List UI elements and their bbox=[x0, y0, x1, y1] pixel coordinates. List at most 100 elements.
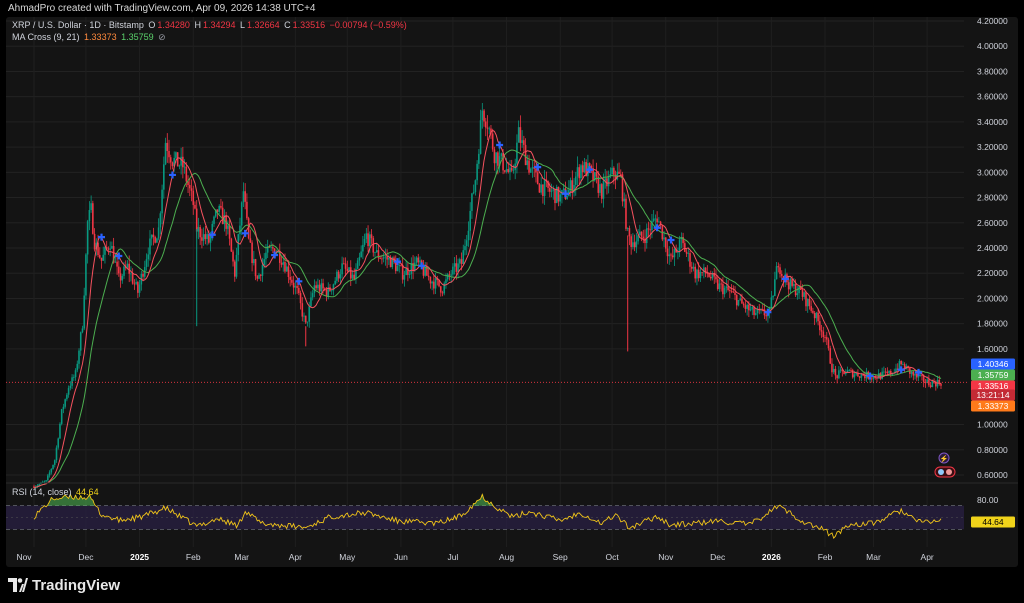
candle-body bbox=[718, 283, 721, 290]
candle-body bbox=[341, 263, 343, 275]
candle-body bbox=[507, 168, 510, 173]
candle-body bbox=[422, 267, 425, 276]
candle-body bbox=[841, 369, 844, 372]
candle-body bbox=[696, 269, 698, 279]
ma-legend[interactable]: MA Cross (9, 21) 1.33373 1.35759 ⊘ bbox=[12, 32, 168, 43]
rsi-title[interactable]: RSI (14, close) bbox=[12, 487, 72, 497]
price-tick-label: 2.20000 bbox=[977, 268, 1008, 278]
candle-body bbox=[794, 283, 797, 296]
candle-body bbox=[590, 166, 593, 169]
candle-body bbox=[190, 188, 193, 191]
candle-body bbox=[412, 263, 414, 271]
candle-body bbox=[64, 399, 66, 407]
ma-title[interactable]: MA Cross (9, 21) bbox=[12, 32, 80, 42]
candle-body bbox=[206, 234, 208, 239]
candle-body bbox=[808, 298, 811, 307]
high-value: 1.34294 bbox=[202, 20, 236, 30]
candle-body bbox=[469, 210, 471, 231]
candle-body bbox=[772, 296, 774, 298]
ma-cross-marker bbox=[914, 368, 922, 376]
candle-body bbox=[812, 310, 814, 313]
candle-body bbox=[684, 243, 686, 252]
candle-body bbox=[791, 279, 793, 286]
candle-body bbox=[602, 180, 605, 199]
candle-body bbox=[474, 180, 477, 193]
candle-body bbox=[611, 167, 613, 174]
candle-body bbox=[754, 313, 757, 315]
candle-body bbox=[228, 225, 231, 239]
time-tick-label: 2026 bbox=[762, 552, 781, 562]
candle-body bbox=[410, 263, 413, 274]
candle-body bbox=[73, 377, 75, 378]
candle-body bbox=[256, 276, 259, 279]
candle-body bbox=[92, 203, 94, 234]
chart-svg[interactable]: 4.20000 4.00000 3.80000 3.60000 3.40000 3.200… bbox=[6, 17, 1018, 567]
candle-body bbox=[348, 267, 350, 272]
candle-body bbox=[588, 163, 591, 167]
candle-body bbox=[730, 291, 733, 292]
candle-body bbox=[67, 388, 70, 395]
candle-body bbox=[166, 142, 169, 152]
rsi-legend[interactable]: RSI (14, close) 44.64 bbox=[12, 487, 101, 497]
candle-body bbox=[851, 370, 854, 378]
candle-body bbox=[647, 228, 650, 230]
candle-body bbox=[69, 385, 72, 389]
candle-body bbox=[682, 237, 684, 244]
candle-body bbox=[521, 140, 523, 143]
rsi-layer[interactable] bbox=[6, 482, 1018, 539]
candle-body bbox=[599, 184, 601, 193]
candle-body bbox=[90, 203, 92, 211]
candle-body bbox=[935, 382, 937, 387]
candle-body bbox=[208, 234, 210, 243]
candle-body bbox=[202, 234, 205, 241]
candle-body bbox=[524, 144, 527, 166]
change-value: −0.00794 (−0.59%) bbox=[329, 20, 407, 30]
candle-body bbox=[619, 173, 622, 175]
candle-body bbox=[606, 178, 608, 187]
candle-body bbox=[119, 273, 122, 281]
candle-body bbox=[391, 257, 394, 268]
candle-body bbox=[891, 373, 894, 375]
price-tick-label: 3.40000 bbox=[977, 117, 1008, 127]
candle-body bbox=[150, 234, 153, 239]
eye-off-icon[interactable]: ⊘ bbox=[158, 32, 166, 42]
price-tick-label: 4.00000 bbox=[977, 41, 1008, 51]
candle-body bbox=[836, 375, 838, 379]
candle-body bbox=[820, 330, 823, 332]
candle-body bbox=[112, 246, 115, 263]
candle-body bbox=[187, 181, 189, 186]
candle-body bbox=[116, 261, 118, 267]
price-tick-label: 4.20000 bbox=[977, 17, 1008, 26]
candle-body bbox=[171, 162, 174, 167]
candle-body bbox=[363, 238, 366, 245]
candle-body bbox=[659, 221, 662, 225]
candle-body bbox=[817, 312, 819, 322]
candle-body bbox=[713, 272, 716, 277]
candle-body bbox=[403, 275, 406, 280]
candle-body bbox=[384, 256, 387, 258]
candle-body bbox=[725, 286, 728, 289]
candle-body bbox=[457, 263, 459, 272]
candle-body bbox=[694, 266, 697, 279]
candle-body bbox=[85, 254, 87, 296]
candle-body bbox=[183, 166, 186, 168]
candle-body bbox=[100, 257, 103, 261]
price-tick-label: 3.00000 bbox=[977, 167, 1008, 177]
candle-body bbox=[259, 274, 262, 276]
tradingview-logo[interactable]: TradingView bbox=[8, 574, 120, 596]
symbol-label[interactable]: XRP / U.S. Dollar · 1D · Bitstamp bbox=[12, 20, 144, 30]
candle-body bbox=[59, 423, 61, 439]
ma-cross-marker bbox=[496, 141, 504, 149]
candle-body bbox=[576, 167, 579, 177]
candle-body bbox=[289, 276, 291, 280]
rsi-tag: 44.64 bbox=[982, 517, 1004, 527]
candle-body bbox=[315, 285, 317, 289]
candle-body bbox=[415, 257, 418, 263]
candle-body bbox=[839, 369, 842, 371]
candle-body bbox=[924, 382, 927, 384]
chart-area[interactable]: 4.20000 4.00000 3.80000 3.60000 3.40000 3.200… bbox=[6, 17, 1018, 567]
candle-layer[interactable] bbox=[33, 102, 942, 489]
candle-body bbox=[628, 228, 631, 237]
candle-body bbox=[749, 309, 752, 311]
candle-body bbox=[825, 337, 828, 340]
